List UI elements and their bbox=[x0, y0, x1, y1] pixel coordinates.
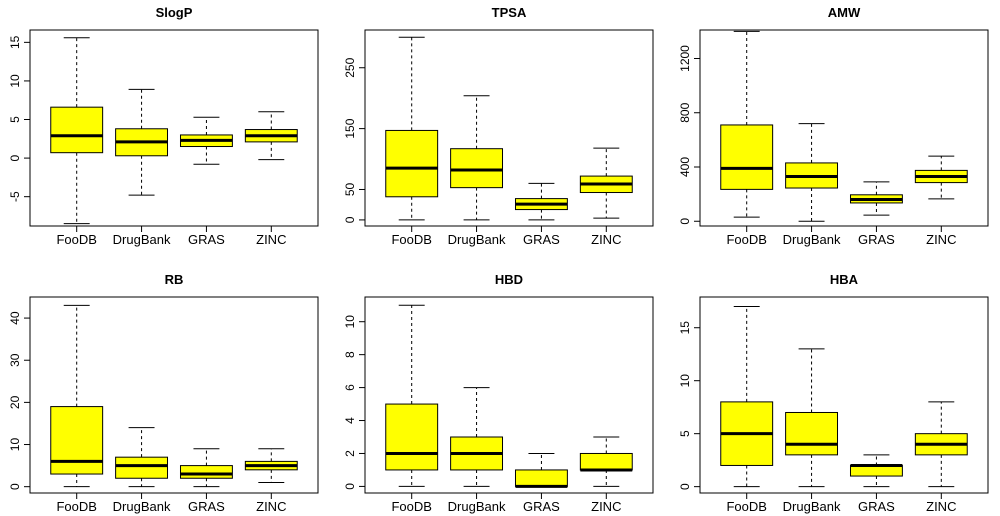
tpsa-category-label-foodb: FooDB bbox=[391, 232, 431, 247]
slogp-title: SlogP bbox=[156, 5, 193, 20]
amw-foodb-box bbox=[720, 124, 774, 190]
hba-category-label-gras: GRAS bbox=[858, 499, 895, 514]
hba-drugbank-box bbox=[785, 411, 839, 456]
slogp-category-label-foodb: FooDB bbox=[56, 232, 96, 247]
rb-y-tick-label: 40 bbox=[8, 311, 22, 325]
rb-category-label-gras: GRAS bbox=[188, 499, 225, 514]
amw-category-label-gras: GRAS bbox=[858, 232, 895, 247]
slogp-category-label-zinc: ZINC bbox=[256, 232, 286, 247]
amw-category-label-drugbank: DrugBank bbox=[783, 232, 841, 247]
rb-y-tick-label: 0 bbox=[8, 483, 22, 490]
hbd-category-label-zinc: ZINC bbox=[591, 499, 621, 514]
rb-plot-frame bbox=[29, 296, 319, 494]
slogp-category-label-gras: GRAS bbox=[188, 232, 225, 247]
tpsa-drugbank-box bbox=[450, 148, 504, 189]
rb-drugbank-box bbox=[115, 456, 169, 479]
hba-category-label-foodb: FooDB bbox=[726, 499, 766, 514]
tpsa-y-tick-label: 150 bbox=[343, 118, 357, 138]
tpsa-category-label-zinc: ZINC bbox=[591, 232, 621, 247]
amw-y-tick-label: 400 bbox=[678, 157, 692, 177]
tpsa-category-label-gras: GRAS bbox=[523, 232, 560, 247]
tpsa-title: TPSA bbox=[492, 5, 527, 20]
rb-category-label-foodb: FooDB bbox=[56, 499, 96, 514]
hbd-foodb-box bbox=[385, 403, 439, 471]
hbd-gras-box bbox=[514, 469, 568, 487]
slogp-plot-frame bbox=[29, 29, 319, 227]
rb-category-label-drugbank: DrugBank bbox=[113, 499, 171, 514]
rb-title: RB bbox=[165, 272, 184, 287]
hba-title: HBA bbox=[830, 272, 859, 287]
hba-gras-box bbox=[849, 464, 903, 477]
amw-y-tick-label: 1200 bbox=[678, 45, 692, 72]
hbd-y-tick-label: 6 bbox=[343, 384, 357, 391]
hba-category-label-zinc: ZINC bbox=[926, 499, 956, 514]
amw-plot-frame bbox=[699, 29, 989, 227]
tpsa-foodb-box bbox=[385, 129, 439, 198]
hba-y-tick-label: 15 bbox=[678, 321, 692, 335]
tpsa-y-tick-label: 250 bbox=[343, 57, 357, 77]
amw-y-tick-label: 0 bbox=[678, 218, 692, 225]
hbd-y-tick-label: 8 bbox=[343, 351, 357, 358]
amw-category-label-foodb: FooDB bbox=[726, 232, 766, 247]
tpsa-category-label-drugbank: DrugBank bbox=[448, 232, 506, 247]
slogp-y-tick-label: 15 bbox=[8, 35, 22, 49]
tpsa-y-tick-label: 50 bbox=[343, 182, 357, 196]
hbd-y-tick-label: 2 bbox=[343, 450, 357, 457]
hbd-category-label-foodb: FooDB bbox=[391, 499, 431, 514]
rb-category-label-zinc: ZINC bbox=[256, 499, 286, 514]
rb-y-tick-label: 30 bbox=[8, 353, 22, 367]
hbd-y-tick-label: 0 bbox=[343, 483, 357, 490]
hbd-category-label-drugbank: DrugBank bbox=[448, 499, 506, 514]
amw-category-label-zinc: ZINC bbox=[926, 232, 956, 247]
hbd-title: HBD bbox=[495, 272, 523, 287]
tpsa-plot-frame bbox=[364, 29, 654, 227]
slogp-y-tick-label: -5 bbox=[8, 191, 22, 202]
hbd-zinc-box bbox=[579, 452, 633, 471]
tpsa-y-tick-label: 0 bbox=[343, 216, 357, 223]
hba-y-tick-label: 0 bbox=[678, 483, 692, 490]
slogp-foodb-box bbox=[50, 106, 104, 154]
rb-y-tick-label: 10 bbox=[8, 438, 22, 452]
slogp-y-tick-label: 0 bbox=[8, 154, 22, 161]
hbd-y-tick-label: 4 bbox=[343, 417, 357, 424]
hba-y-tick-label: 5 bbox=[678, 430, 692, 437]
hba-y-tick-label: 10 bbox=[678, 374, 692, 388]
hba-category-label-drugbank: DrugBank bbox=[783, 499, 841, 514]
rb-foodb-box bbox=[50, 406, 104, 475]
slogp-category-label-drugbank: DrugBank bbox=[113, 232, 171, 247]
hbd-plot-frame bbox=[364, 296, 654, 494]
rb-gras-box bbox=[179, 465, 233, 479]
amw-title: AMW bbox=[828, 5, 861, 20]
slogp-y-tick-label: 5 bbox=[8, 116, 22, 123]
rb-y-tick-label: 20 bbox=[8, 395, 22, 409]
hbd-y-tick-label: 10 bbox=[343, 315, 357, 329]
hba-plot-frame bbox=[699, 296, 989, 494]
slogp-y-tick-label: 10 bbox=[8, 74, 22, 88]
hbd-category-label-gras: GRAS bbox=[523, 499, 560, 514]
amw-y-tick-label: 800 bbox=[678, 102, 692, 122]
